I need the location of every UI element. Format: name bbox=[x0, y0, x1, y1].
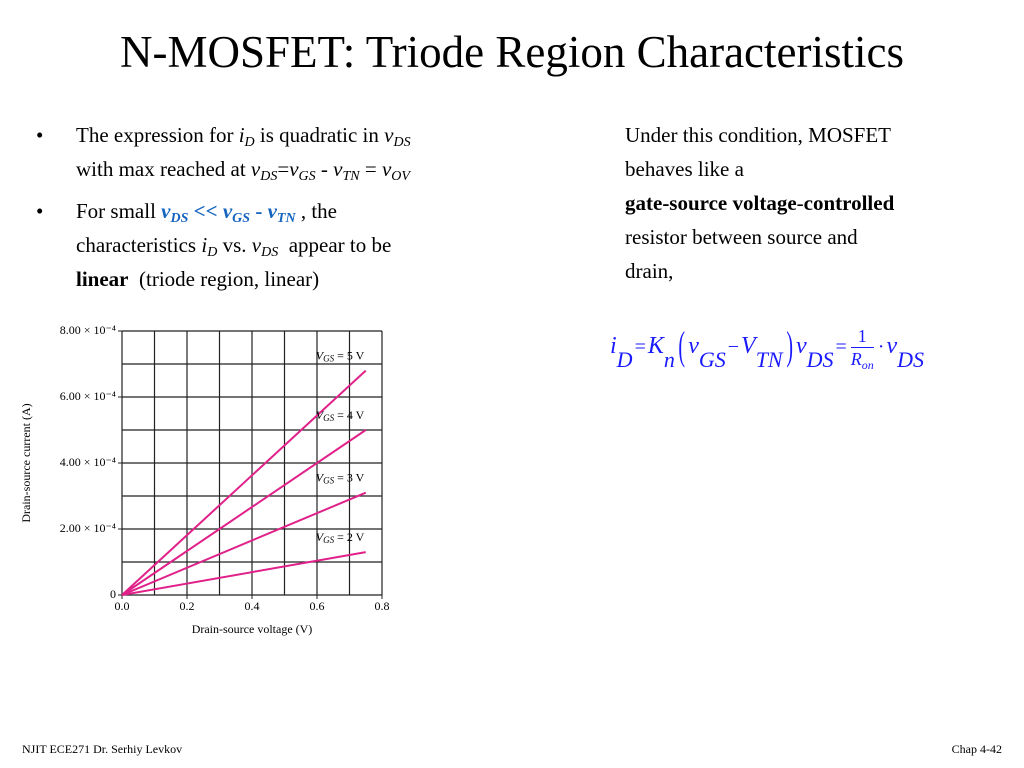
text: drain, bbox=[625, 259, 674, 283]
y-tick-label: 4.00 × 10⁻⁴ bbox=[60, 455, 116, 469]
text: v bbox=[688, 333, 699, 359]
text: = bbox=[835, 336, 847, 358]
footer-right: Chap 4-42 bbox=[951, 742, 1002, 756]
series-label: VGS = 4 V bbox=[316, 408, 365, 423]
text: controlled bbox=[803, 191, 895, 215]
text: v bbox=[222, 199, 233, 223]
text: V bbox=[741, 333, 756, 359]
x-tick-label: 0.2 bbox=[180, 599, 195, 613]
text: appear to be bbox=[288, 233, 392, 257]
equation: iD =Kn(vGS −VTN) vDS = 1 Ron ·vDS bbox=[610, 322, 924, 373]
text: D bbox=[244, 135, 255, 150]
text: TN bbox=[342, 169, 360, 184]
text: TN bbox=[276, 211, 296, 226]
text: linear bbox=[76, 267, 129, 291]
text: i bbox=[610, 333, 617, 359]
text: R bbox=[850, 348, 862, 369]
text: · bbox=[877, 336, 885, 358]
text: DS bbox=[261, 245, 279, 260]
text: The expression for bbox=[76, 123, 239, 147]
text: DS bbox=[393, 135, 411, 150]
text: characteristics bbox=[76, 233, 202, 257]
series-label: VGS = 3 V bbox=[316, 470, 365, 485]
y-axis-label: Drain-source current (A) bbox=[19, 403, 33, 522]
text: 1 bbox=[850, 325, 874, 348]
chart: 0.0 0.2 0.4 0.6 0.8 0 2.00 × 10⁻⁴ 4.00 × 10⁻⁴ 6.… bbox=[19, 323, 390, 636]
note: Under this condition, MOSFET behaves lik… bbox=[625, 118, 1015, 288]
text: GS bbox=[298, 169, 316, 184]
text: i bbox=[238, 123, 245, 147]
text: v bbox=[384, 123, 394, 147]
text: D bbox=[616, 347, 633, 372]
y-tick-label: 6.00 × 10⁻⁴ bbox=[60, 389, 116, 403]
x-axis-label: Drain-source voltage (V) bbox=[192, 622, 313, 636]
text: (triode region, linear) bbox=[139, 267, 320, 291]
text: with max reached at bbox=[76, 157, 251, 181]
text: For small bbox=[76, 199, 162, 223]
text: = bbox=[634, 336, 646, 358]
text: ) bbox=[785, 323, 793, 368]
x-tick-label: 0.6 bbox=[310, 599, 325, 613]
text: is quadratic in bbox=[259, 123, 385, 147]
text: v bbox=[795, 333, 807, 359]
text: = bbox=[277, 157, 290, 181]
series-label: VGS = 2 V bbox=[316, 530, 365, 545]
text: n bbox=[663, 347, 675, 372]
text: resistor between source and bbox=[625, 225, 858, 249]
text: D bbox=[207, 245, 218, 260]
text: OV bbox=[391, 169, 410, 184]
text: v bbox=[251, 233, 262, 257]
text: v bbox=[333, 157, 343, 181]
y-tick-label: 8.00 × 10⁻⁴ bbox=[60, 323, 116, 337]
text: TN bbox=[755, 347, 783, 372]
x-tick-label: 0.0 bbox=[115, 599, 130, 613]
text: gate-source voltage bbox=[625, 191, 797, 215]
text: − bbox=[727, 336, 740, 358]
x-tick-label: 0.8 bbox=[375, 599, 390, 613]
text: GS bbox=[698, 347, 726, 372]
text: Under this condition, MOSFET bbox=[625, 123, 891, 147]
text: GS bbox=[232, 211, 251, 226]
text: DS bbox=[260, 169, 278, 184]
footer-left: NJIT ECE271 Dr. Serhiy Levkov bbox=[22, 742, 183, 756]
series-line bbox=[121, 369, 367, 596]
text: - bbox=[796, 191, 804, 215]
text: v bbox=[289, 157, 299, 181]
text: DS bbox=[897, 347, 924, 372]
text: v bbox=[161, 199, 171, 223]
x-tick-label: 0.4 bbox=[245, 599, 260, 613]
series-line bbox=[121, 491, 367, 596]
slide-title: N-MOSFET: Triode Region Characteristics bbox=[120, 27, 904, 77]
series-label: VGS = 5 V bbox=[316, 348, 365, 363]
text: - bbox=[255, 199, 263, 223]
text: v bbox=[250, 157, 261, 181]
bullet: • For small vDS << vGS - vTN , the chara… bbox=[36, 199, 392, 291]
text: DS bbox=[170, 211, 189, 226]
text: v bbox=[886, 333, 898, 359]
text: , the bbox=[300, 199, 337, 223]
text: << bbox=[193, 199, 218, 223]
y-tick-label: 0 bbox=[110, 587, 116, 601]
text: i bbox=[201, 233, 208, 257]
text: K bbox=[647, 333, 664, 359]
text: = bbox=[364, 157, 377, 181]
y-tick-label: 2.00 × 10⁻⁴ bbox=[60, 521, 116, 535]
bullet: • The expression for iD is quadratic in … bbox=[36, 123, 411, 184]
text: behaves like a bbox=[625, 157, 744, 181]
text: on bbox=[861, 357, 874, 372]
text: vs. bbox=[222, 233, 247, 257]
text: ( bbox=[678, 323, 685, 368]
series-line bbox=[121, 551, 366, 596]
text: v bbox=[381, 157, 392, 181]
text: - bbox=[320, 157, 334, 181]
series-line bbox=[121, 429, 367, 596]
text: v bbox=[267, 199, 277, 223]
fraction: 1 Ron bbox=[850, 325, 874, 372]
text: DS bbox=[806, 347, 834, 372]
